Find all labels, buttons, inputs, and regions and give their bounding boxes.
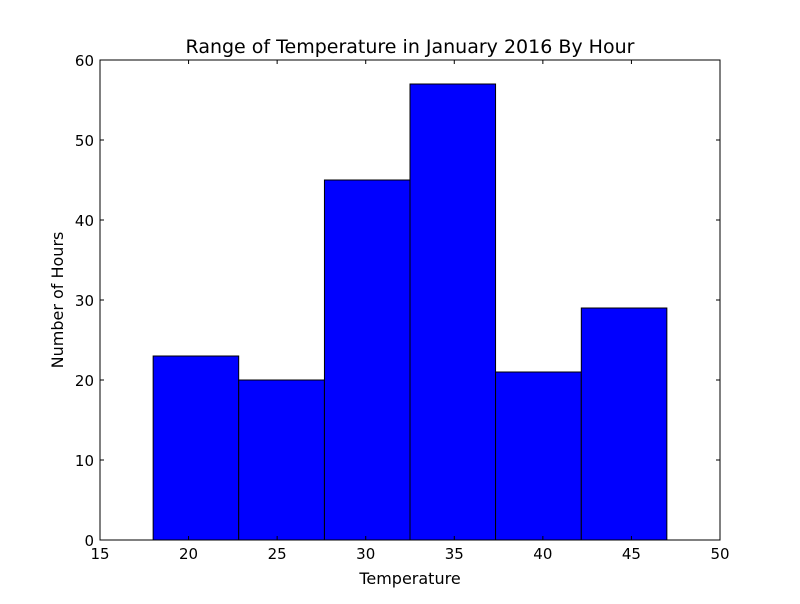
y-tick-label: 10 bbox=[75, 452, 94, 470]
chart-title: Range of Temperature in January 2016 By … bbox=[186, 36, 635, 58]
ticks-group: 15 20 25 30 35 40 45 50 0 10 20 30 40 50 60 bbox=[75, 52, 730, 563]
x-tick-label: 20 bbox=[179, 545, 198, 563]
histogram-bar-0 bbox=[152, 355, 240, 541]
x-tick-label: 40 bbox=[533, 545, 552, 563]
x-tick-label: 25 bbox=[268, 545, 287, 563]
y-tick-label: 20 bbox=[75, 372, 94, 390]
histogram-bar-3 bbox=[409, 83, 497, 541]
histogram-bar-4 bbox=[495, 371, 582, 541]
x-tick-label: 35 bbox=[445, 545, 464, 563]
histogram-bar-2 bbox=[323, 179, 411, 541]
y-tick-label: 40 bbox=[75, 212, 94, 230]
x-axis-label: Temperature bbox=[358, 569, 460, 588]
histogram-bar-5 bbox=[580, 307, 668, 541]
y-tick-label: 0 bbox=[84, 532, 94, 550]
y-tick-label: 60 bbox=[75, 52, 94, 70]
bars-group bbox=[152, 83, 668, 541]
plot-frame bbox=[99, 59, 721, 541]
y-axis-label: Number of Hours bbox=[48, 232, 67, 369]
x-tick-label: 50 bbox=[710, 545, 729, 563]
histogram-bar-1 bbox=[238, 379, 325, 541]
x-tick-label: 30 bbox=[356, 545, 375, 563]
y-tick-label: 30 bbox=[75, 292, 94, 310]
y-tick-label: 50 bbox=[75, 132, 94, 150]
x-tick-label: 15 bbox=[90, 545, 109, 563]
x-tick-label: 45 bbox=[622, 545, 641, 563]
